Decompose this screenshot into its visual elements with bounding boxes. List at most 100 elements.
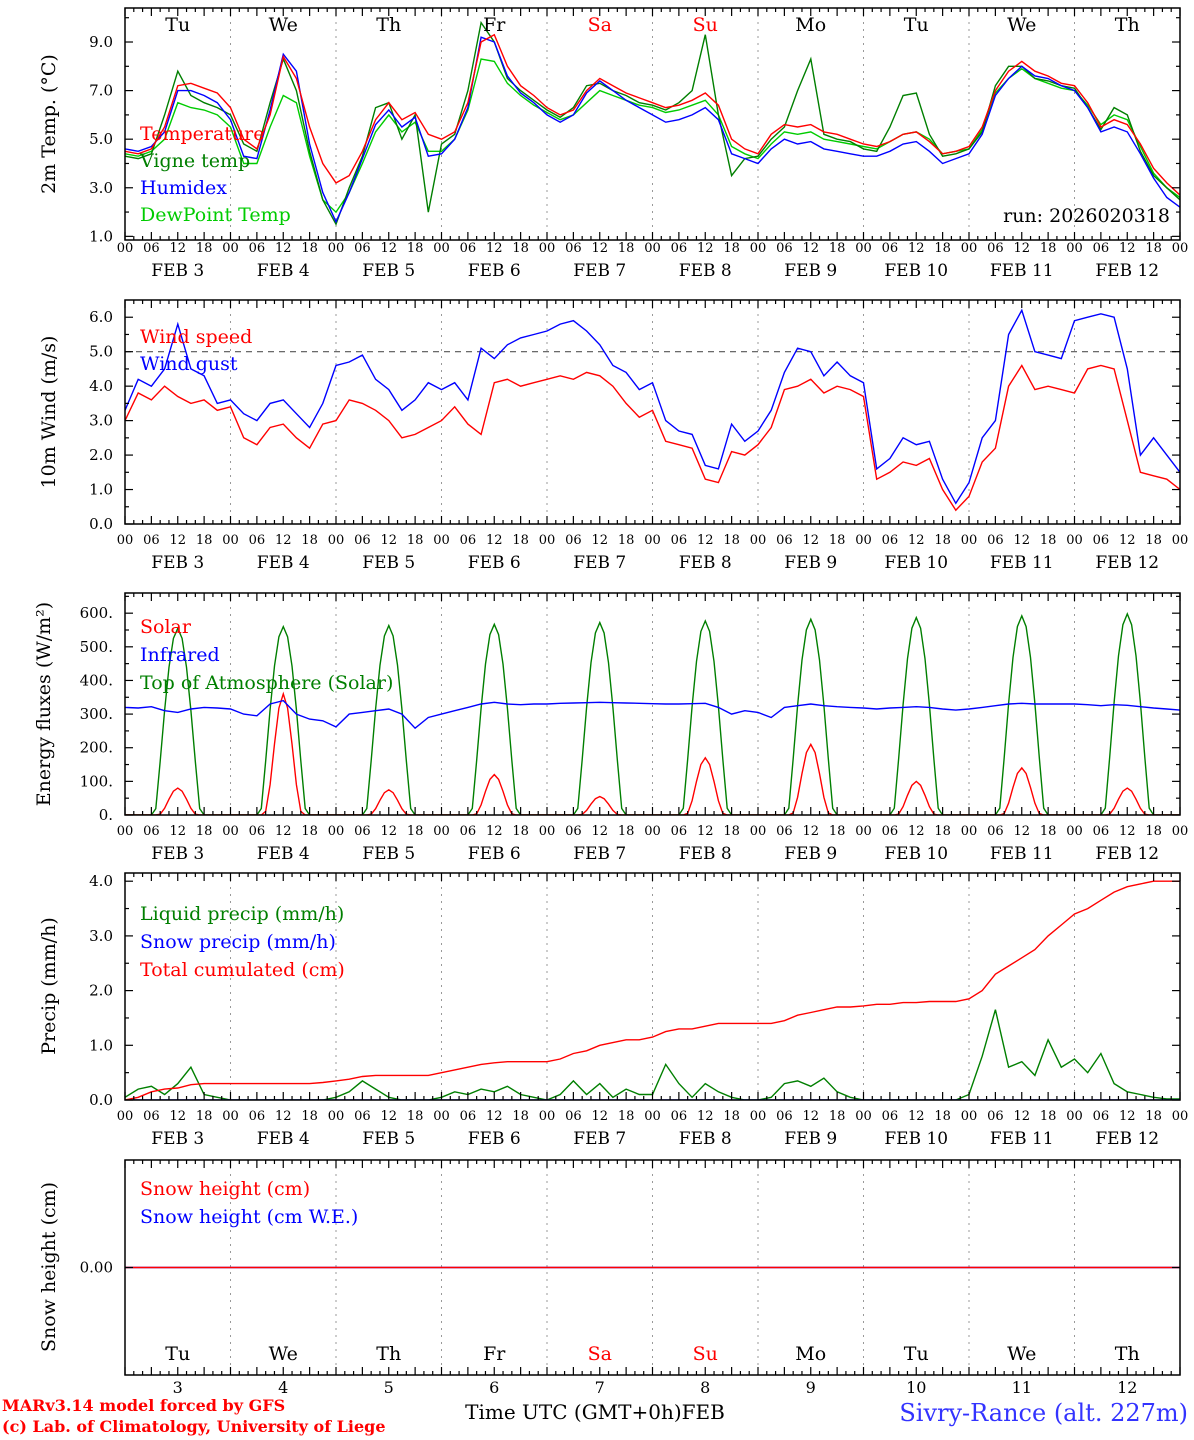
day-name-label: Sa <box>588 14 612 36</box>
y-tick-label: 0.0 <box>89 1091 113 1109</box>
y-axis-title-energy: Energy fluxes (W/m²) <box>33 602 55 806</box>
day-number-label: 11 <box>1012 1378 1032 1397</box>
x-date-label: FEB 12 <box>1095 844 1159 864</box>
y-tick-label: 100. <box>80 772 113 790</box>
x-hour-label: 00 <box>328 533 345 548</box>
y-tick-label: 5.0 <box>89 343 113 361</box>
x-hour-label: 12 <box>697 824 714 839</box>
day-number-label: 7 <box>595 1378 605 1397</box>
x-hour-label: 12 <box>1013 824 1030 839</box>
y-tick-label: 0.00 <box>80 1259 113 1277</box>
x-hour-label: 18 <box>1040 533 1057 548</box>
x-hour-label: 18 <box>196 1109 213 1124</box>
x-hour-label: 12 <box>908 533 925 548</box>
x-hour-label: 18 <box>829 824 846 839</box>
x-hour-label: 06 <box>776 824 793 839</box>
x-hour-label: 06 <box>1093 824 1110 839</box>
x-hour-label: 12 <box>591 533 608 548</box>
x-hour-label: 12 <box>486 533 503 548</box>
day-name-label: Tu <box>904 1343 929 1365</box>
day-number-label: 12 <box>1117 1378 1137 1397</box>
y-tick-label: 2.0 <box>89 982 113 1000</box>
x-hour-label: 12 <box>1119 824 1136 839</box>
y-axis-title-snow: Snow height (cm) <box>38 1182 60 1352</box>
x-hour-label: 06 <box>1093 1109 1110 1124</box>
x-date-label: FEB 5 <box>362 1129 415 1149</box>
legend-infrared: Infrared <box>140 644 220 666</box>
footer-time-axis-label: Time UTC (GMT+0h)FEB <box>465 1400 725 1424</box>
day-name-label: We <box>269 14 298 36</box>
x-hour-label: 00 <box>855 241 872 256</box>
legend-total-cumulated: Total cumulated (cm) <box>140 959 345 981</box>
x-hour-label: 06 <box>249 241 266 256</box>
x-hour-label: 12 <box>275 1109 292 1124</box>
x-hour-label: 00 <box>644 824 661 839</box>
footer-model-credit: MARv3.14 model forced by GFS <box>2 1396 285 1415</box>
x-hour-label: 06 <box>143 533 160 548</box>
x-date-label: FEB 10 <box>884 553 948 573</box>
x-hour-label: 18 <box>196 241 213 256</box>
y-tick-label: 200. <box>80 739 113 757</box>
x-date-label: FEB 3 <box>151 553 204 573</box>
series-group <box>125 308 1180 512</box>
x-hour-label: 00 <box>539 1109 556 1124</box>
day-name-label: Su <box>693 14 718 36</box>
x-hour-label: 12 <box>380 241 397 256</box>
x-date-label: FEB 12 <box>1095 261 1159 281</box>
y-tick-label: 1.0 <box>89 481 113 499</box>
x-hour-label: 06 <box>354 1109 371 1124</box>
x-hour-label: 12 <box>908 1109 925 1124</box>
series-infrared <box>125 699 1180 730</box>
x-hour-label: 06 <box>987 824 1004 839</box>
x-hour-label: 00 <box>750 824 767 839</box>
y-tick-label: 0.0 <box>89 515 113 533</box>
x-hour-label: 00 <box>433 824 450 839</box>
x-hour-label: 18 <box>301 1109 318 1124</box>
x-date-label: FEB 6 <box>468 261 521 281</box>
series-vigne-temp <box>125 20 1180 226</box>
x-hour-label: 00 <box>961 241 978 256</box>
x-hour-label: 18 <box>1145 533 1162 548</box>
y-tick-label: 3.0 <box>89 927 113 945</box>
x-hour-label: 06 <box>460 533 477 548</box>
day-name-label: Sa <box>588 1343 612 1365</box>
x-hour-label: 12 <box>802 533 819 548</box>
x-date-label: FEB 3 <box>151 1129 204 1149</box>
x-hour-label: 06 <box>776 241 793 256</box>
x-hour-label: 12 <box>380 824 397 839</box>
x-hour-label: 00 <box>644 241 661 256</box>
x-hour-label: 18 <box>407 241 424 256</box>
x-hour-label: 12 <box>802 824 819 839</box>
x-date-label: FEB 8 <box>679 553 732 573</box>
day-name-label: Mo <box>795 14 826 36</box>
x-hour-label: 06 <box>565 533 582 548</box>
x-hour-label: 00 <box>1172 533 1189 548</box>
x-hour-label: 06 <box>776 533 793 548</box>
legend-vigne-temp: Vigne temp <box>139 150 250 172</box>
x-date-label: FEB 12 <box>1095 553 1159 573</box>
x-hour-label: 18 <box>301 533 318 548</box>
x-hour-label: 06 <box>249 824 266 839</box>
x-hour-label: 12 <box>908 241 925 256</box>
x-hour-label: 12 <box>380 1109 397 1124</box>
x-hour-label: 06 <box>882 533 899 548</box>
y-tick-label: 4.0 <box>89 377 113 395</box>
run-label: run: 2026020318 <box>1003 205 1170 227</box>
x-hour-label: 06 <box>143 1109 160 1124</box>
x-hour-label: 18 <box>407 1109 424 1124</box>
x-hour-label: 00 <box>855 1109 872 1124</box>
x-hour-label: 00 <box>222 533 239 548</box>
x-hour-label: 06 <box>882 1109 899 1124</box>
y-tick-label: 7.0 <box>89 82 113 100</box>
x-date-label: FEB 4 <box>257 261 310 281</box>
x-hour-label: 06 <box>671 1109 688 1124</box>
legend-wind-speed: Wind speed <box>140 326 252 348</box>
x-hour-label: 18 <box>512 1109 529 1124</box>
series-wind-speed <box>125 364 1180 512</box>
x-hour-label: 06 <box>354 241 371 256</box>
x-hour-label: 18 <box>723 824 740 839</box>
x-hour-label: 12 <box>1013 1109 1030 1124</box>
footer-lab-credit: (c) Lab. of Climatology, University of L… <box>2 1417 386 1436</box>
x-hour-label: 18 <box>723 241 740 256</box>
